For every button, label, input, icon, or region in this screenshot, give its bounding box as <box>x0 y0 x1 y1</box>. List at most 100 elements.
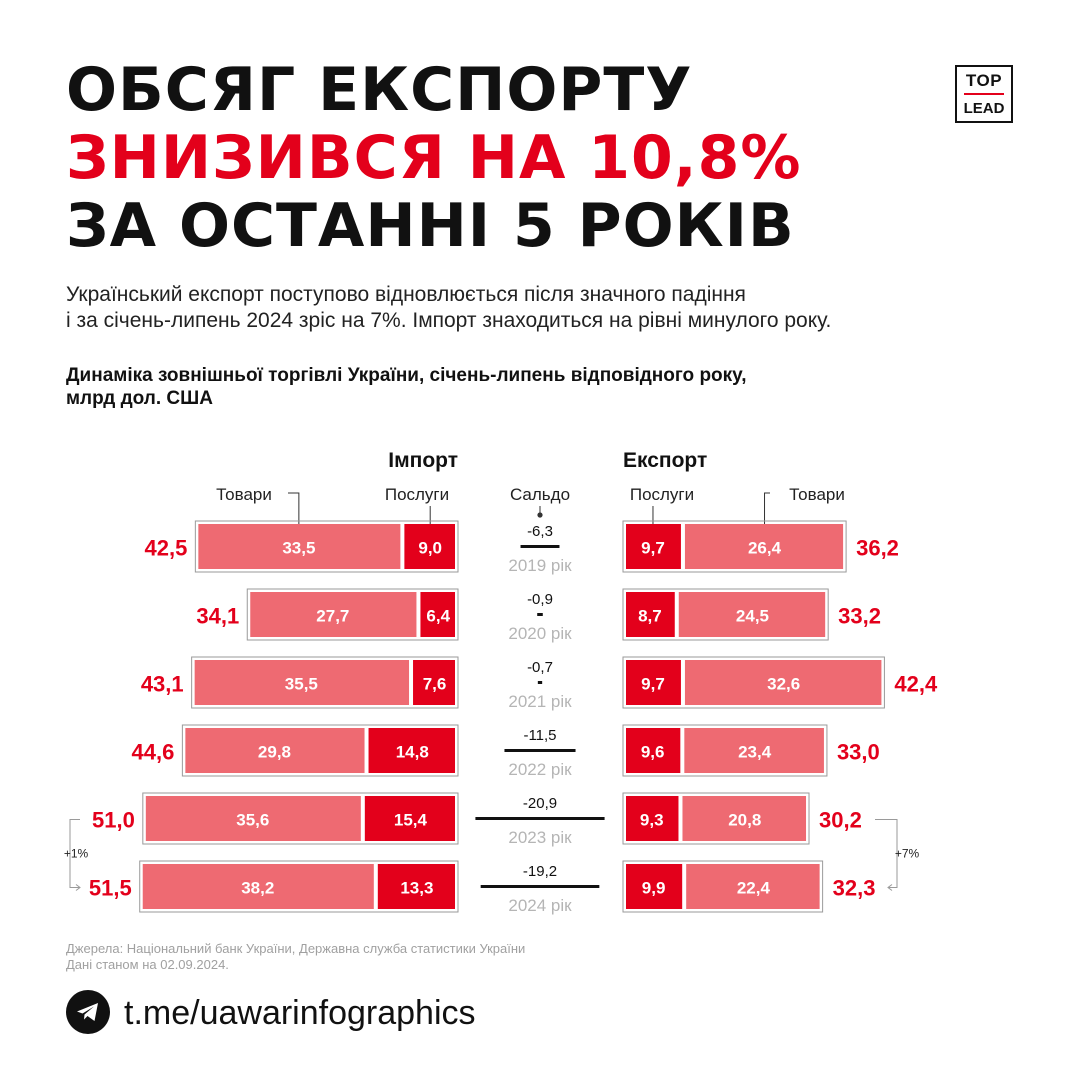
import-total-label: 51,5 <box>89 876 132 901</box>
legend-import-goods: Товари <box>216 485 272 504</box>
export-goods-bar <box>684 524 844 569</box>
export-total-label: 30,2 <box>819 808 862 833</box>
import-services-label: 13,3 <box>400 879 433 898</box>
import-goods-label: 35,6 <box>236 811 269 830</box>
export-change-label: +7% <box>895 847 920 861</box>
lead-line-1: Український експорт поступово відновлюєт… <box>66 283 746 306</box>
year-label: 2019 рік <box>508 556 572 575</box>
headline-line-3: ЗА ОСТАННІ 5 РОКІВ <box>66 191 795 261</box>
export-services-label: 8,7 <box>638 607 662 626</box>
export-services-label: 9,7 <box>641 675 665 694</box>
import-goods-label: 29,8 <box>258 743 291 762</box>
import-services-bar <box>413 660 455 705</box>
chart-title-line-1: Динаміка зовнішньої торгівлі України, сі… <box>66 365 747 386</box>
export-services-bar <box>626 728 681 773</box>
pointer-import-goods <box>288 492 300 530</box>
top-lead-logo: TOP LEAD <box>955 65 1013 123</box>
year-label: 2020 рік <box>508 624 572 643</box>
export-services-label: 9,6 <box>641 743 665 762</box>
legend-export-services: Послуги <box>630 485 694 504</box>
balance-bar <box>537 681 543 684</box>
import-bar-frame <box>181 724 459 777</box>
telegram-icon[interactable] <box>66 990 110 1034</box>
import-services-bar <box>404 524 455 569</box>
export-services-bar <box>626 524 681 569</box>
export-change-bracket <box>875 819 898 888</box>
export-goods-label: 22,4 <box>737 879 771 898</box>
import-change-bracket <box>69 819 80 888</box>
import-goods-label: 33,5 <box>282 539 315 558</box>
source-text: Джерела: Національний банк України, Держ… <box>66 941 526 956</box>
import-goods-bar <box>194 660 410 705</box>
import-bar-frame <box>142 792 459 845</box>
import-bar-frame <box>194 520 459 573</box>
export-goods-label: 20,8 <box>728 811 761 830</box>
export-bar-frame <box>622 792 810 845</box>
import-goods-label: 38,2 <box>241 879 274 898</box>
import-goods-bar <box>250 592 417 637</box>
import-services-bar <box>368 728 455 773</box>
export-goods-bar <box>684 660 882 705</box>
import-services-label: 6,4 <box>426 607 450 626</box>
import-services-bar <box>364 796 455 841</box>
export-services-label: 9,7 <box>641 539 665 558</box>
import-goods-label: 27,7 <box>316 607 349 626</box>
import-total-label: 51,0 <box>92 808 135 833</box>
legend-balance: Сальдо <box>510 485 570 504</box>
export-services-label: 9,3 <box>640 811 664 830</box>
date-text: Дані станом на 02.09.2024. <box>66 957 229 972</box>
export-bar-frame <box>622 656 885 709</box>
headline-line-2: ЗНИЗИВСЯ НА 10,8% <box>66 123 802 193</box>
import-goods-label: 35,5 <box>285 675 318 694</box>
trade-chart: Імпорт Експорт Товари Послуги Сальдо Послуги Т… <box>64 449 938 915</box>
import-goods-bar <box>142 864 374 909</box>
import-bar-frame <box>139 860 459 913</box>
import-services-bar <box>420 592 455 637</box>
lead-line-2: і за січень-липень 2024 зріс на 7%. Імпо… <box>66 309 832 332</box>
balance-bar <box>537 613 543 616</box>
legend-import-services: Послуги <box>385 485 449 504</box>
export-bar-frame <box>622 860 824 913</box>
telegram-link[interactable]: t.me/uawarinfographics <box>124 994 476 1032</box>
import-header: Імпорт <box>388 449 458 472</box>
export-bar-frame <box>622 520 847 573</box>
import-services-label: 9,0 <box>418 539 442 558</box>
import-total-label: 44,6 <box>132 740 175 765</box>
year-label: 2023 рік <box>508 828 572 847</box>
export-header: Експорт <box>623 449 707 472</box>
headline: ОБСЯГ ЕКСПОРТУ ЗНИЗИВСЯ НА 10,8% ЗА ОСТА… <box>66 56 801 260</box>
balance-value: -6,3 <box>527 523 553 540</box>
export-change-arrow <box>887 884 893 891</box>
import-services-bar <box>377 864 455 909</box>
balance-bar <box>475 817 605 820</box>
logo-text-top: TOP <box>965 71 1003 90</box>
import-goods-bar <box>185 728 365 773</box>
balance-value: -19,2 <box>523 863 557 880</box>
export-goods-label: 32,6 <box>767 675 800 694</box>
lead-paragraph: Український експорт поступово відновлюєт… <box>66 282 1026 334</box>
export-goods-label: 23,4 <box>738 743 772 762</box>
chart-title: Динаміка зовнішньої торгівлі України, сі… <box>66 364 1026 410</box>
balance-value: -20,9 <box>523 795 557 812</box>
headline-line-1: ОБСЯГ ЕКСПОРТУ <box>66 55 693 125</box>
export-goods-label: 26,4 <box>748 539 782 558</box>
year-label: 2022 рік <box>508 760 572 779</box>
export-services-label: 9,9 <box>642 879 666 898</box>
export-total-label: 42,4 <box>894 672 938 697</box>
balance-bar <box>480 885 600 888</box>
export-total-label: 33,2 <box>838 604 881 629</box>
export-services-bar <box>626 592 675 637</box>
import-total-label: 42,5 <box>145 536 188 561</box>
import-total-label: 43,1 <box>141 672 184 697</box>
export-total-label: 33,0 <box>837 740 880 765</box>
export-total-label: 32,3 <box>833 876 876 901</box>
balance-bar <box>504 749 576 752</box>
year-label: 2024 рік <box>508 896 572 915</box>
logo-text-bottom: LEAD <box>963 100 1005 117</box>
export-goods-bar <box>682 796 807 841</box>
export-services-bar <box>626 660 681 705</box>
import-goods-bar <box>198 524 401 569</box>
export-goods-bar <box>684 728 824 773</box>
export-bar-frame <box>622 724 828 777</box>
export-goods-bar <box>686 864 820 909</box>
